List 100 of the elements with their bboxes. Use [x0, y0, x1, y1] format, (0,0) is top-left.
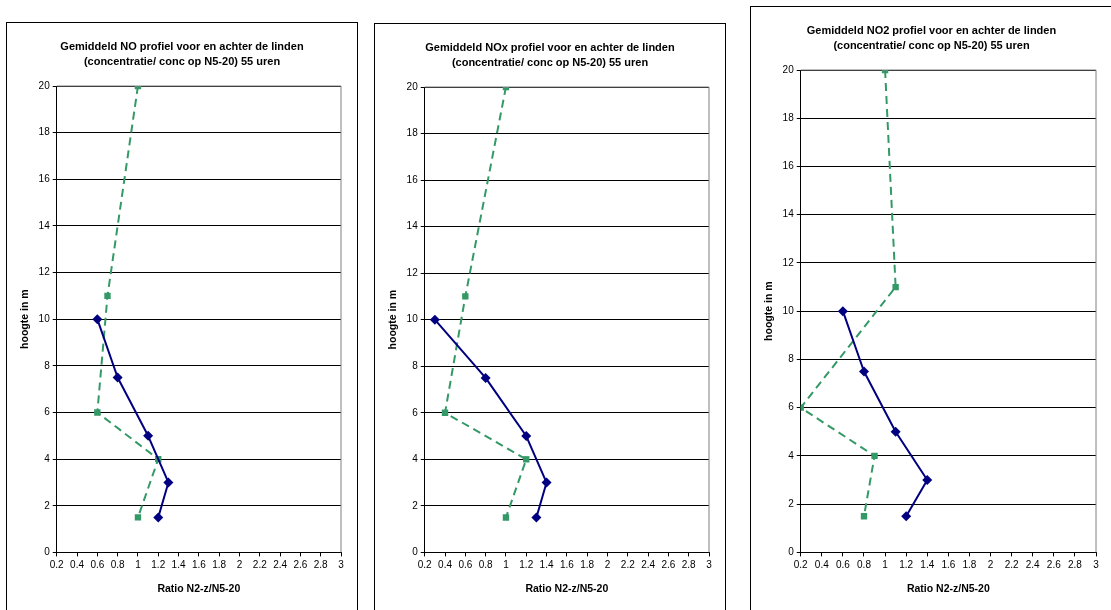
- y-tick-label: 2: [412, 499, 419, 511]
- x-tick-label: 1: [135, 559, 142, 571]
- y-tick-label: 6: [412, 406, 419, 418]
- x-tick-label: 0.6: [835, 559, 851, 571]
- x-tick-label: 1.2: [519, 559, 534, 571]
- x-tick-label: 1.2: [151, 559, 166, 571]
- x-tick-label: 1: [503, 559, 510, 571]
- y-tick-label: 6: [44, 406, 51, 418]
- x-tick-label: 0.2: [417, 559, 433, 571]
- x-tick-label: 3: [338, 559, 345, 571]
- y-tick-label: 18: [782, 111, 795, 123]
- y-axis-title: hoogte in m: [18, 289, 31, 349]
- x-axis-title: Ratio N2-z/N5-20: [525, 581, 609, 594]
- point: [901, 511, 912, 522]
- x-tick-label: 0.2: [49, 559, 65, 571]
- point: [922, 475, 933, 486]
- y-tick-label: 14: [406, 220, 419, 232]
- x-tick-label: 2.2: [1004, 559, 1020, 571]
- x-tick-label: 0.6: [90, 559, 105, 571]
- x-tick-label: 0.4: [814, 559, 830, 571]
- x-tick-label: 2: [604, 559, 611, 571]
- y-tick-label: 16: [38, 173, 51, 185]
- x-tick-label: 1.6: [559, 559, 575, 571]
- x-tick-label: 0.2: [793, 559, 809, 571]
- point: [480, 372, 491, 383]
- x-tick-label: 1.8: [580, 559, 595, 571]
- y-tick-label: 0: [44, 546, 51, 558]
- y-axis-title: hoogte in m: [762, 281, 775, 341]
- x-tick-label: 0.4: [438, 559, 453, 571]
- x-tick-label: 1.4: [171, 559, 186, 571]
- y-tick-label: 18: [406, 127, 419, 139]
- point: [541, 477, 552, 488]
- y-tick-label: 20: [38, 79, 51, 91]
- y-tick-label: 0: [412, 546, 419, 558]
- y-tick-label: 10: [406, 313, 419, 325]
- x-tick-label: 3: [706, 559, 713, 571]
- x-axis-title: Ratio N2-z/N5-20: [906, 581, 990, 594]
- x-axis-title: Ratio N2-z/N5-20: [157, 581, 241, 594]
- point: [134, 514, 142, 521]
- x-tick-label: 3: [1093, 559, 1100, 571]
- y-tick-label: 0: [788, 546, 795, 558]
- x-tick-label: 2: [236, 559, 243, 571]
- y-tick-label: 10: [782, 304, 795, 316]
- point: [502, 514, 510, 521]
- point: [112, 372, 123, 383]
- y-tick-label: 8: [788, 353, 795, 365]
- x-tick-label: 0.6: [458, 559, 473, 571]
- x-tick-label: 2: [987, 559, 994, 571]
- point: [153, 512, 164, 523]
- point: [890, 426, 901, 437]
- y-tick-label: 14: [38, 219, 51, 231]
- point: [462, 293, 469, 300]
- y-tick-label: 8: [412, 359, 419, 371]
- y-tick-label: 14: [782, 208, 795, 220]
- point: [521, 431, 532, 442]
- x-tick-label: 1.2: [899, 559, 914, 571]
- point: [163, 477, 174, 488]
- x-tick-label: 0.8: [110, 559, 126, 571]
- point: [859, 366, 869, 377]
- x-tick-label: 2.4: [641, 559, 656, 571]
- x-tick-label: 2.2: [620, 559, 636, 571]
- y-tick-label: 10: [38, 312, 51, 324]
- point: [531, 512, 542, 523]
- y-tick-label: 12: [406, 266, 419, 278]
- y-tick-label: 20: [782, 63, 795, 75]
- x-tick-label: 2.4: [1025, 559, 1041, 571]
- x-tick-label: 2.8: [313, 559, 329, 571]
- point: [871, 452, 878, 460]
- x-tick-label: 1.8: [212, 559, 227, 571]
- x-tick-label: 2.2: [252, 559, 268, 571]
- x-tick-label: 2.8: [1067, 559, 1083, 571]
- y-tick-label: 4: [788, 449, 795, 461]
- chart-title: Gemiddeld NO profiel voor en achter de linden (concentratie/ conc op N5-20) 55 uren: [59, 39, 305, 69]
- y-tick-label: 8: [44, 359, 51, 371]
- y-tick-label: 4: [412, 453, 419, 465]
- x-tick-label: 1.8: [962, 559, 977, 571]
- y-tick-label: 18: [38, 126, 51, 138]
- y-axis-title: hoogte in m: [386, 289, 399, 350]
- point: [143, 430, 154, 441]
- x-tick-label: 1.6: [941, 559, 956, 571]
- chart-title: Gemiddeld NO2 profiel voor en achter de linden (concentratie/ conc op N5-20) 55 uren: [805, 23, 1058, 53]
- y-tick-label: 4: [44, 452, 51, 464]
- point: [104, 292, 111, 300]
- point: [429, 314, 440, 325]
- x-tick-label: 1.6: [191, 559, 207, 571]
- x-tick-label: 1.4: [920, 559, 935, 571]
- x-tick-label: 1.4: [539, 559, 554, 571]
- y-tick-label: 2: [44, 499, 51, 511]
- x-tick-label: 0.8: [478, 559, 494, 571]
- point: [523, 456, 530, 463]
- x-tick-label: 2.8: [681, 559, 697, 571]
- x-tick-label: 1: [882, 559, 889, 571]
- x-tick-label: 0.8: [857, 559, 872, 571]
- point: [837, 306, 848, 317]
- x-tick-label: 0.4: [70, 559, 85, 571]
- y-tick-label: 16: [782, 160, 795, 172]
- x-tick-label: 2.4: [273, 559, 288, 571]
- y-tick-label: 2: [788, 497, 795, 509]
- y-tick-label: 20: [406, 80, 419, 92]
- x-tick-label: 2.6: [661, 559, 676, 571]
